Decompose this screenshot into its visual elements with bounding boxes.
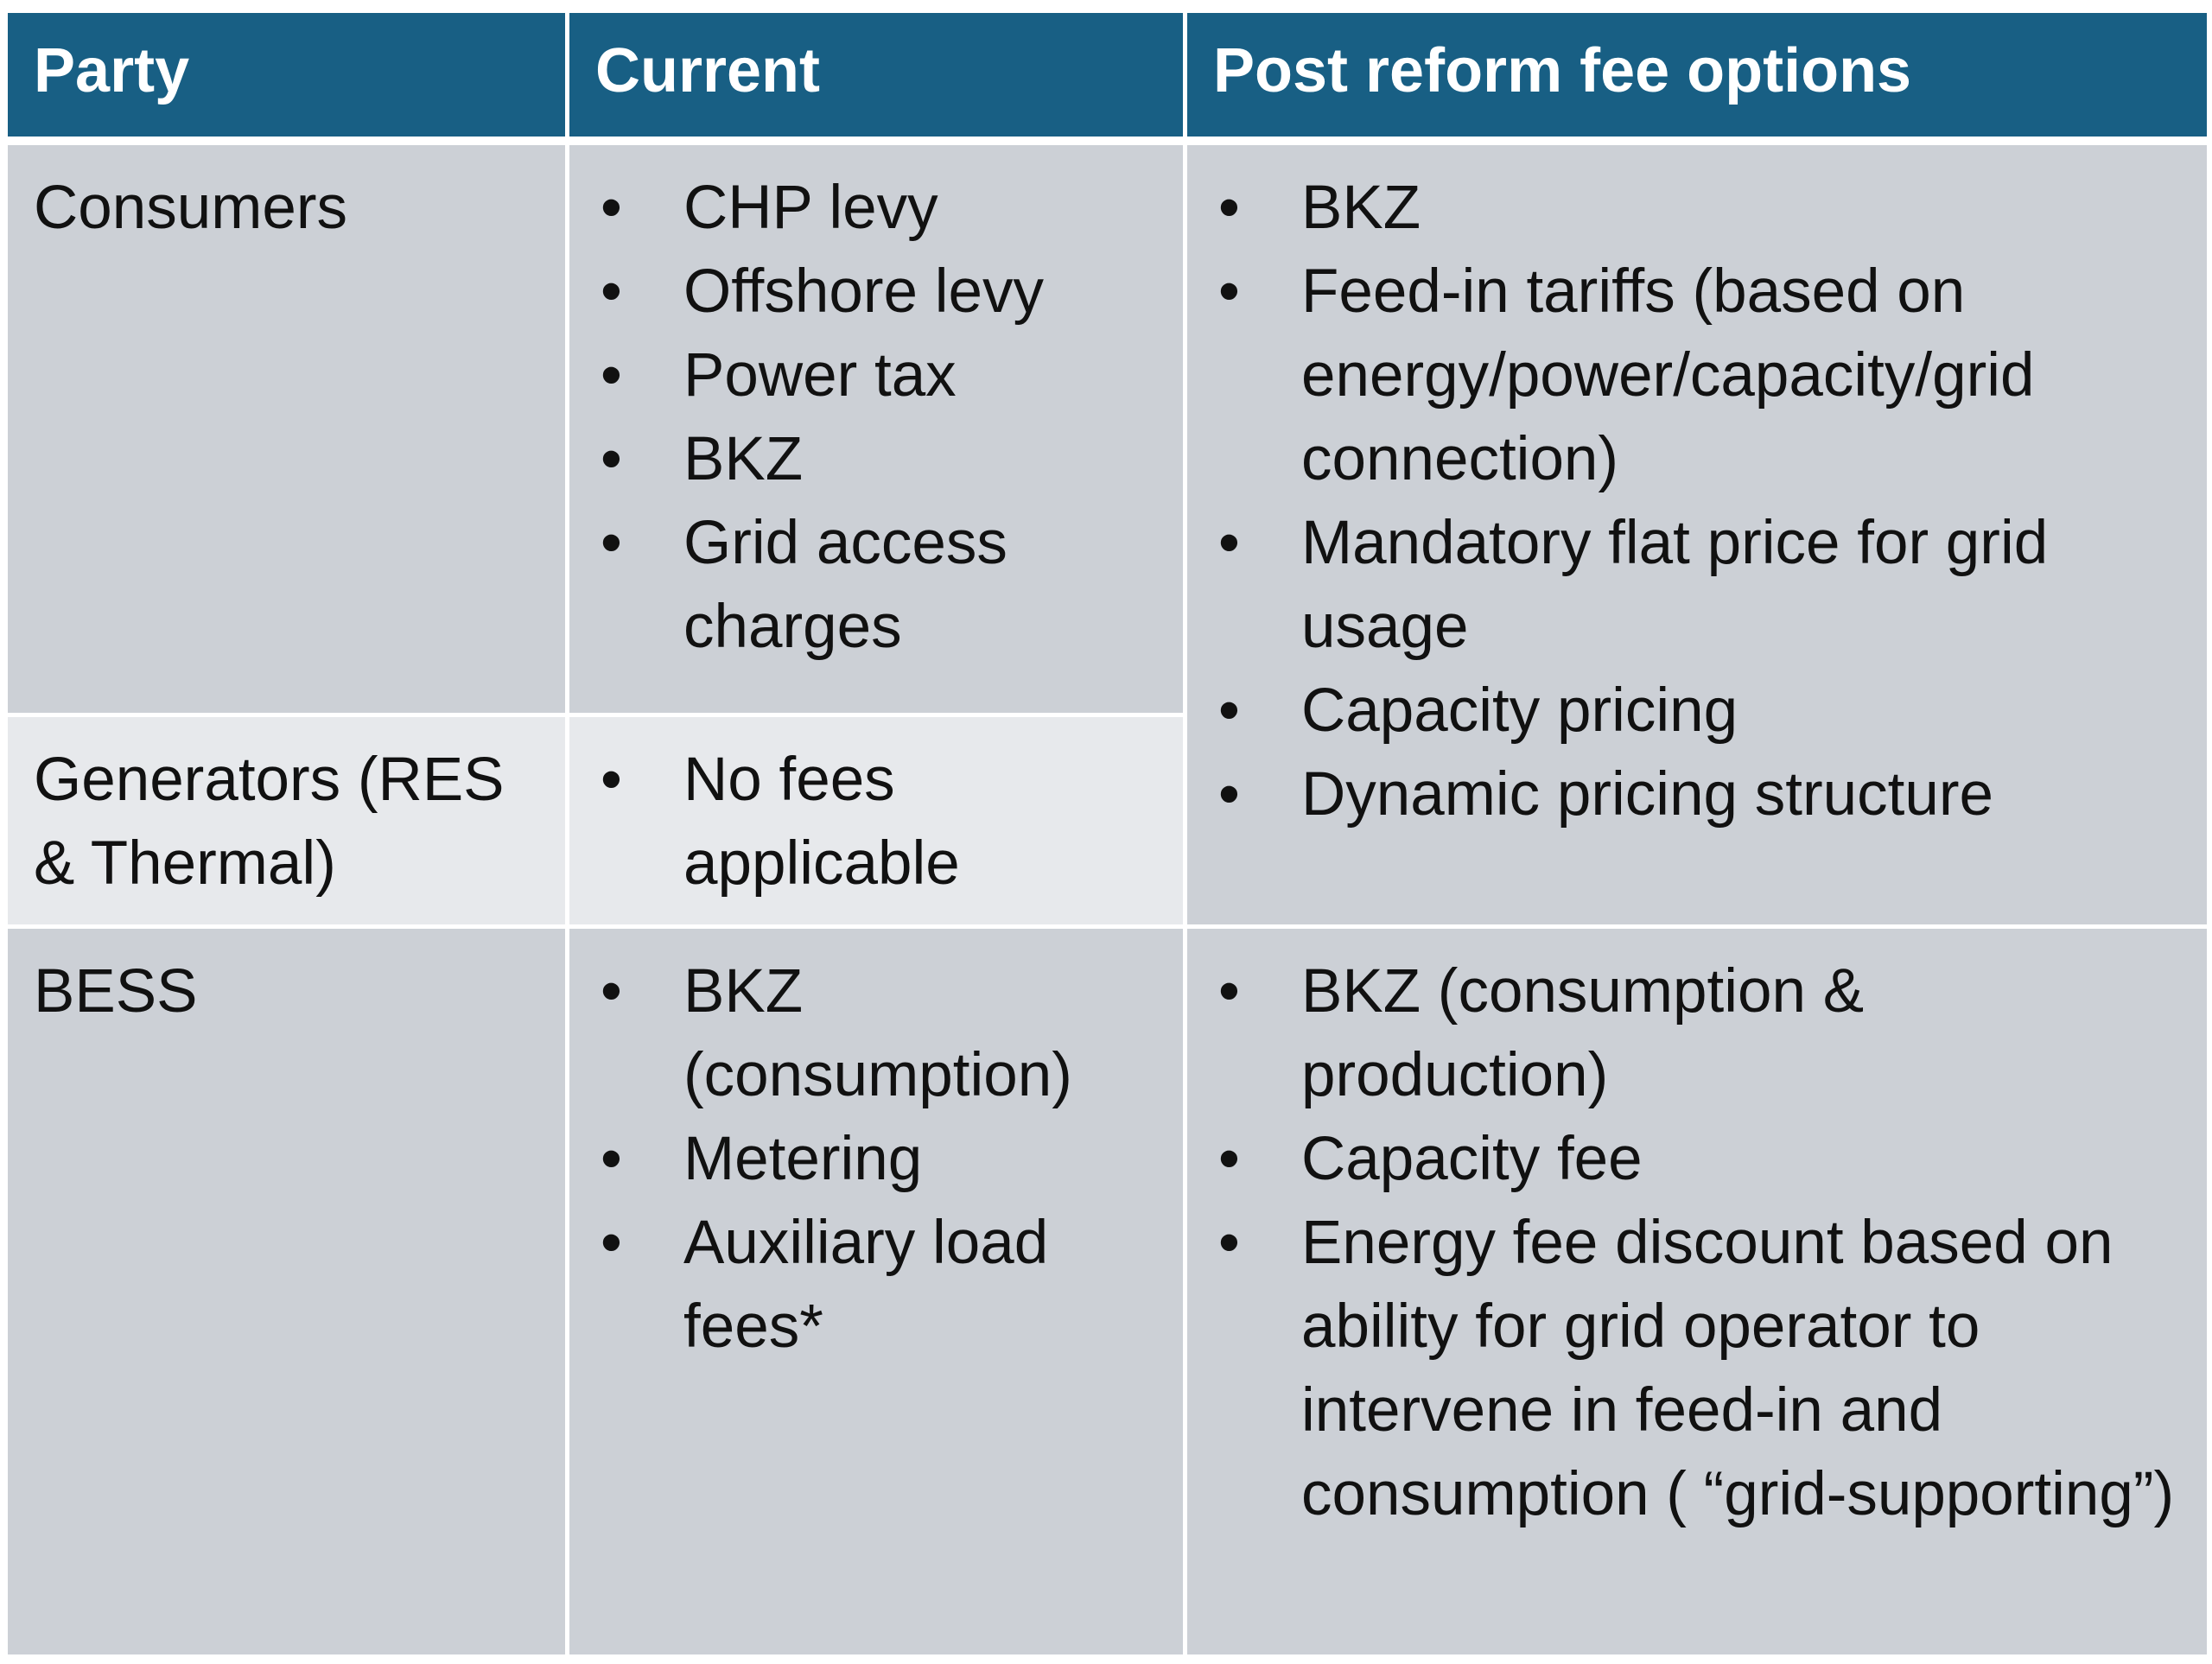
party-cell-bess: BESS [3, 924, 569, 1659]
current-list-consumers: CHP levy Offshore levy Power tax BKZ Gri… [595, 166, 1162, 669]
current-list-generators: No fees applicable [595, 738, 1162, 905]
fee-comparison-table: Party Current Post reform fee options Co… [3, 9, 2211, 1659]
header-post-reform: Post reform fee options [1183, 9, 2211, 145]
list-item: No fees applicable [595, 738, 1162, 905]
list-item: Grid access charges [595, 501, 1162, 669]
post-reform-list-bess: BKZ (consumption & production) Capacity … [1213, 949, 2186, 1536]
table-row-bess: BESS BKZ (consumption) Metering Auxiliar… [3, 924, 2211, 1659]
list-item: Capacity fee [1213, 1117, 2186, 1201]
header-row: Party Current Post reform fee options [3, 9, 2211, 145]
current-cell-bess: BKZ (consumption) Metering Auxiliary loa… [565, 924, 1187, 1659]
list-item: Capacity pricing [1213, 669, 2186, 753]
list-item: Metering [595, 1117, 1162, 1201]
list-item: BKZ (consumption) [595, 949, 1162, 1117]
party-cell-generators: Generators (RES & Thermal) [3, 713, 569, 929]
list-item: Offshore levy [595, 250, 1162, 333]
post-reform-cell-consumers-generators: BKZ Feed-in tariffs (based on energy/pow… [1183, 138, 2211, 929]
party-cell-consumers: Consumers [3, 138, 569, 717]
header-party: Party [3, 9, 569, 145]
post-reform-list-consumers-generators: BKZ Feed-in tariffs (based on energy/pow… [1213, 166, 2186, 836]
list-item: BKZ [595, 417, 1162, 501]
current-cell-consumers: CHP levy Offshore levy Power tax BKZ Gri… [565, 138, 1187, 717]
current-cell-generators: No fees applicable [565, 713, 1187, 929]
list-item: Energy fee discount based on ability for… [1213, 1201, 2186, 1536]
post-reform-cell-bess: BKZ (consumption & production) Capacity … [1183, 924, 2211, 1659]
list-item: Feed-in tariffs (based on energy/power/c… [1213, 250, 2186, 501]
list-item: Power tax [595, 333, 1162, 417]
list-item: Mandatory flat price for grid usage [1213, 501, 2186, 669]
list-item: Auxiliary load fees* [595, 1201, 1162, 1369]
list-item: BKZ (consumption & production) [1213, 949, 2186, 1117]
current-list-bess: BKZ (consumption) Metering Auxiliary loa… [595, 949, 1162, 1369]
list-item: Dynamic pricing structure [1213, 753, 2186, 836]
header-current: Current [565, 9, 1187, 145]
list-item: CHP levy [595, 166, 1162, 250]
table-row-generators: Generators (RES & Thermal) No fees appli… [3, 713, 2209, 929]
list-item: BKZ [1213, 166, 2186, 250]
table-row-consumers: Consumers CHP levy Offshore levy Power t… [3, 138, 2211, 929]
